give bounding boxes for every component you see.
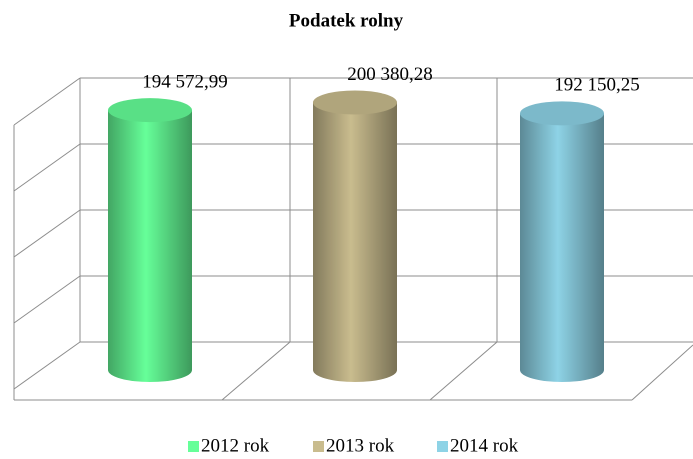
bar-shade (108, 110, 192, 383)
bar (313, 90, 397, 382)
bar (108, 98, 192, 383)
side-grid-line (13, 77, 81, 126)
bar-shade (520, 113, 604, 383)
data-label: 192 150,25 (554, 75, 640, 96)
legend-label: 2014 rok (450, 435, 519, 456)
bar-top-shade (520, 101, 604, 126)
side-grid-line (13, 341, 81, 390)
bar-top (520, 101, 604, 126)
bar-top-shade (108, 98, 192, 123)
bar-top (108, 98, 192, 123)
side-grid-line (13, 143, 81, 192)
legend-swatch (313, 441, 324, 452)
side-grid-line (13, 209, 81, 258)
data-label: 200 380,28 (347, 64, 433, 85)
data-label: 194 572,99 (142, 72, 228, 93)
chart-title: Podatek rolny (289, 10, 404, 31)
legend-swatch (437, 441, 448, 452)
bar-shade (313, 102, 397, 382)
legend-label: 2012 rok (201, 435, 270, 456)
legend-swatch (188, 441, 199, 452)
bar (520, 101, 604, 383)
side-grid-line (13, 275, 81, 324)
legend-label: 2013 rok (326, 435, 395, 456)
bar-top-shade (313, 90, 397, 115)
bar-top (313, 90, 397, 115)
